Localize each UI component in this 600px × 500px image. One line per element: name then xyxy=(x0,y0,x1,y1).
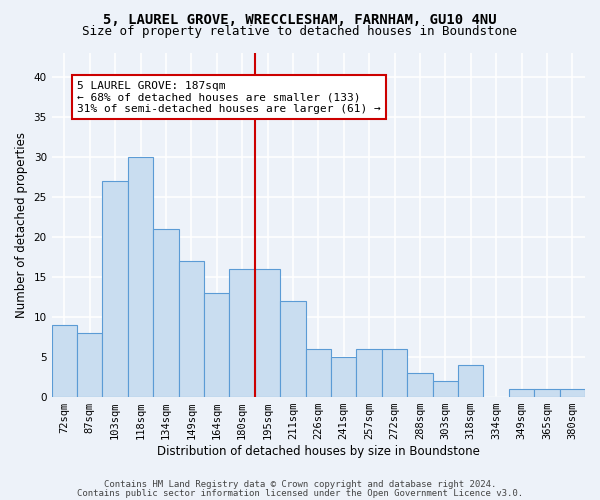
Bar xyxy=(382,348,407,397)
Bar xyxy=(255,268,280,396)
Text: Contains public sector information licensed under the Open Government Licence v3: Contains public sector information licen… xyxy=(77,488,523,498)
Bar xyxy=(52,324,77,396)
Bar xyxy=(433,380,458,396)
Bar xyxy=(77,332,103,396)
Text: 5, LAUREL GROVE, WRECCLESHAM, FARNHAM, GU10 4NU: 5, LAUREL GROVE, WRECCLESHAM, FARNHAM, G… xyxy=(103,12,497,26)
Bar xyxy=(509,388,534,396)
Text: 5 LAUREL GROVE: 187sqm
← 68% of detached houses are smaller (133)
31% of semi-de: 5 LAUREL GROVE: 187sqm ← 68% of detached… xyxy=(77,80,381,114)
Text: Size of property relative to detached houses in Boundstone: Size of property relative to detached ho… xyxy=(83,25,517,38)
Bar xyxy=(153,228,179,396)
Bar xyxy=(204,292,229,397)
Bar xyxy=(534,388,560,396)
Bar xyxy=(280,300,305,396)
Bar xyxy=(128,156,153,396)
Bar xyxy=(356,348,382,397)
Bar xyxy=(407,372,433,396)
Bar xyxy=(179,260,204,396)
Bar xyxy=(229,268,255,396)
X-axis label: Distribution of detached houses by size in Boundstone: Distribution of detached houses by size … xyxy=(157,444,480,458)
Bar xyxy=(560,388,585,396)
Y-axis label: Number of detached properties: Number of detached properties xyxy=(15,132,28,318)
Bar xyxy=(458,364,484,396)
Bar xyxy=(331,356,356,397)
Text: Contains HM Land Registry data © Crown copyright and database right 2024.: Contains HM Land Registry data © Crown c… xyxy=(104,480,496,489)
Bar xyxy=(305,348,331,397)
Bar xyxy=(103,180,128,396)
